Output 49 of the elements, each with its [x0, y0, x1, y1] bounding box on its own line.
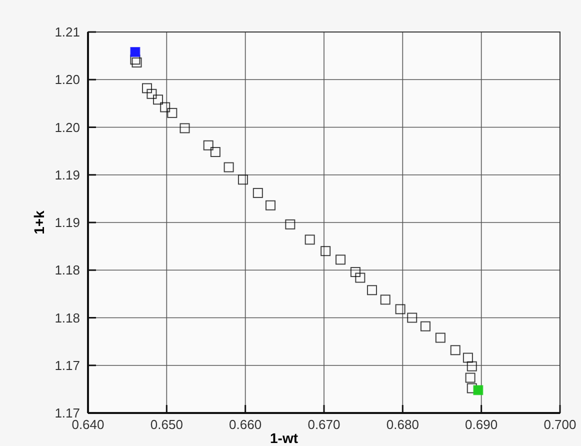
x-tick-label: 0.660 — [229, 417, 262, 432]
point — [466, 383, 477, 394]
point — [420, 321, 430, 332]
point — [238, 174, 248, 185]
point — [466, 361, 477, 372]
point — [450, 345, 460, 356]
point — [407, 312, 418, 323]
point — [304, 234, 315, 245]
point — [130, 47, 140, 58]
point — [465, 372, 476, 383]
point — [153, 94, 164, 105]
point — [224, 162, 234, 172]
point — [210, 147, 220, 158]
y-axis-title: 1+k — [31, 210, 47, 234]
point — [320, 246, 331, 256]
point — [336, 254, 346, 265]
point — [132, 57, 142, 68]
point — [160, 102, 170, 112]
y-tick-label: 1.19 — [54, 215, 80, 230]
y-tick-label: 1.19 — [54, 167, 80, 182]
point — [285, 219, 296, 230]
point — [146, 88, 157, 99]
y-tick-label: 1.18 — [54, 262, 80, 278]
x-tick-label: 0.700 — [544, 417, 576, 432]
point — [252, 188, 263, 198]
point — [380, 294, 390, 305]
point — [435, 332, 446, 343]
point — [142, 83, 152, 94]
point — [473, 385, 484, 396]
x-tick-label: 0.690 — [465, 417, 498, 432]
x-tick-label: 0.650 — [150, 417, 183, 432]
point — [130, 54, 140, 65]
point — [462, 352, 473, 363]
x-tick-label: 0.670 — [308, 417, 340, 432]
point — [366, 285, 377, 296]
y-tick-label: 1.18 — [54, 310, 80, 326]
point — [203, 140, 214, 150]
point — [167, 108, 178, 118]
x-axis-title: 1-wt — [270, 430, 298, 446]
y-tick-label: 1.20 — [54, 72, 80, 88]
point — [350, 267, 360, 278]
point — [180, 123, 190, 134]
y-tick-label: 1.20 — [54, 120, 80, 135]
y-tick-label: 1.21 — [54, 24, 80, 40]
point — [266, 200, 276, 210]
y-tick-label: 1.17 — [54, 358, 80, 373]
point — [395, 304, 406, 314]
point — [355, 272, 366, 283]
x-tick-label: 0.680 — [386, 417, 419, 432]
